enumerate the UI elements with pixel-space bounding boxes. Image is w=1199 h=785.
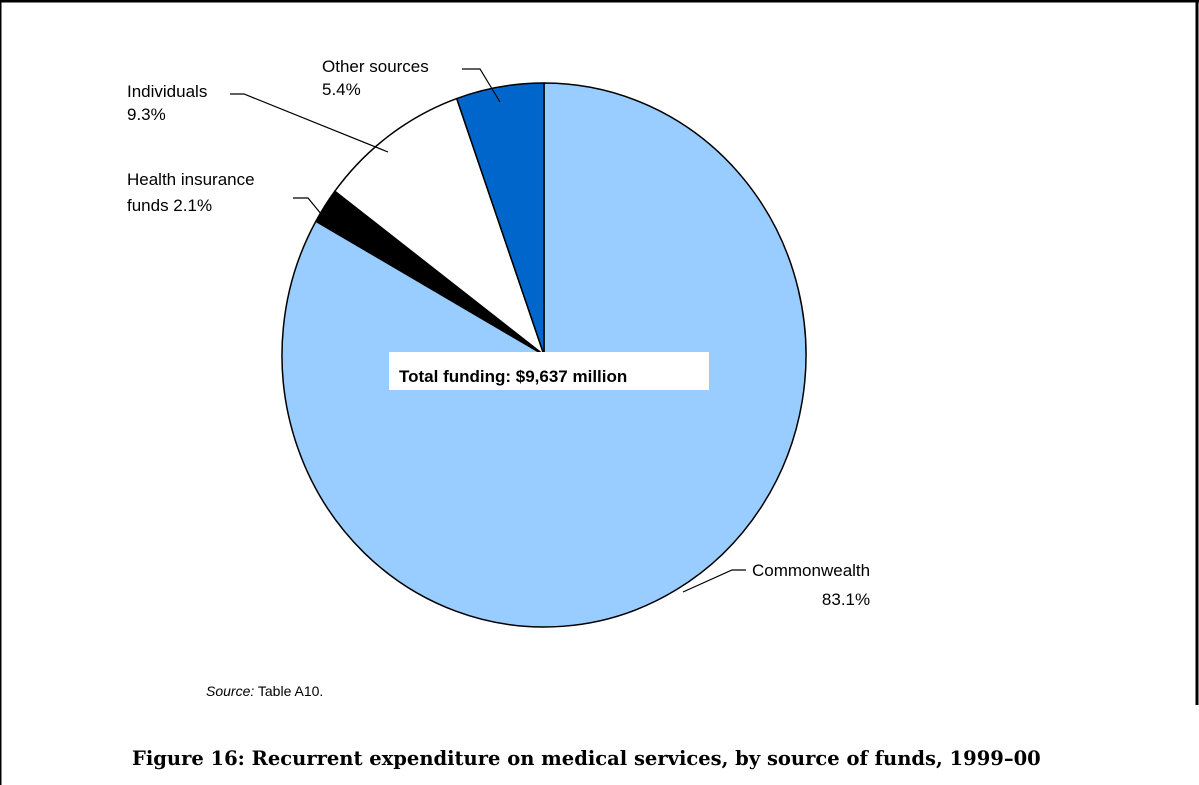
pie-slice-individuals <box>334 97 545 356</box>
source-note: Source: Table A10. <box>206 683 323 699</box>
label-other-sources-value: 5.4% <box>322 80 361 99</box>
label-commonwealth-name: Commonwealth <box>752 561 871 580</box>
figure-caption: Figure 16: Recurrent expenditure on medi… <box>132 747 1041 770</box>
label-health-insurance-funds: Health insurance funds 2.1% <box>127 167 255 219</box>
label-other-sources: Other sources 5.4% <box>322 55 429 101</box>
source-text: Table A10. <box>257 683 324 699</box>
pie-slice-other-sources <box>455 82 545 356</box>
label-other-sources-name: Other sources <box>322 57 429 76</box>
total-funding-label: Total funding: $9,637 million <box>399 367 628 386</box>
label-health-insurance-name: Health insurance <box>127 170 255 189</box>
label-commonwealth: Commonwealth 83.1% <box>752 556 870 614</box>
leader-line-other-sources <box>462 68 501 103</box>
source-prefix: Source: <box>206 683 255 699</box>
leader-line-individuals <box>230 93 389 153</box>
leader-lines <box>230 68 746 593</box>
label-commonwealth-value: 83.1% <box>821 590 871 609</box>
label-individuals: Individuals 9.3% <box>127 80 207 126</box>
leader-line-health-insurance <box>293 197 327 221</box>
label-individuals-value: 9.3% <box>127 105 166 124</box>
leader-line-commonwealth <box>682 569 746 593</box>
total-funding-box <box>389 352 709 390</box>
label-individuals-name: Individuals <box>127 82 208 101</box>
label-health-insurance-value: funds 2.1% <box>127 196 213 215</box>
